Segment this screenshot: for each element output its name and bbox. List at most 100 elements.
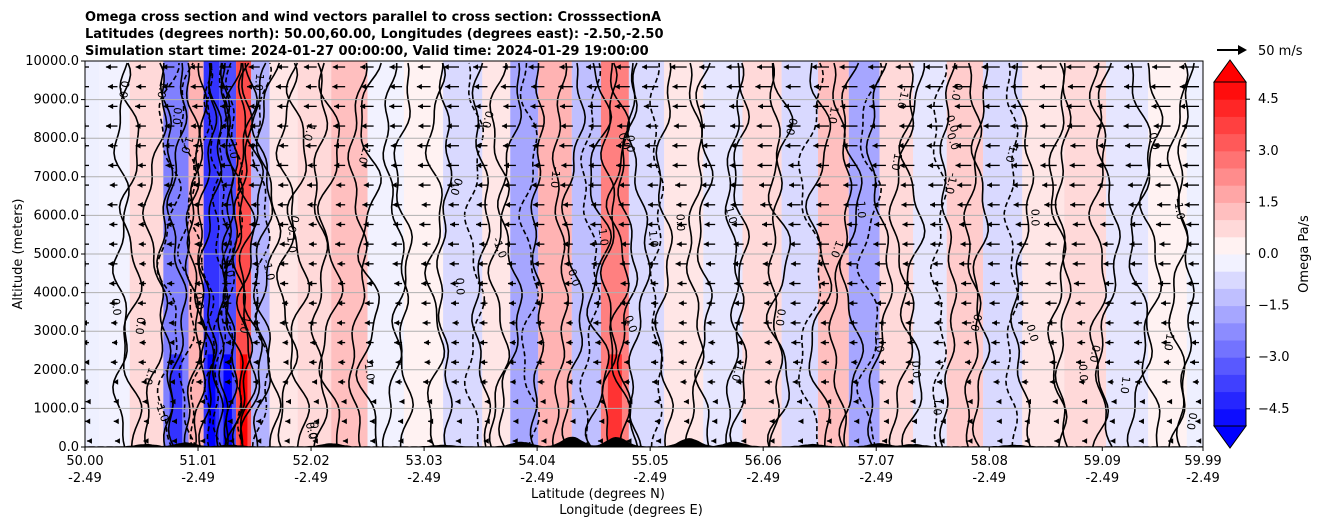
- wind-vector-head: [389, 103, 395, 110]
- contour-label: 1.0: [154, 80, 170, 100]
- wind-vector-head: [954, 103, 960, 110]
- wind-vector-head: [676, 241, 682, 247]
- wind-vector-head: [757, 103, 763, 110]
- contour-labels: 0.01.0-1.00.01.00.01.00.0-1.00.01.00.00.…: [109, 73, 1200, 441]
- wind-vector-head: [1190, 339, 1196, 346]
- wind-vector-head: [540, 398, 546, 405]
- wind-vector-head: [755, 83, 761, 90]
- wind-vector-head: [1095, 83, 1101, 90]
- wind-vector-head: [336, 182, 342, 188]
- wind-vector-head: [564, 261, 570, 267]
- wind-vector-head: [820, 339, 826, 346]
- wind-vector-head: [785, 142, 791, 149]
- wind-vector-head: [533, 261, 539, 267]
- wind-vector-head: [542, 418, 548, 425]
- wind-vector-head: [531, 83, 537, 90]
- wind-vector-head: [592, 280, 598, 287]
- wind-vector-head: [1067, 123, 1073, 129]
- wind-vector-head: [1186, 280, 1192, 287]
- wind-vector-head: [651, 359, 657, 366]
- wind-vector-head: [1161, 339, 1167, 346]
- wind-vector-head: [701, 182, 707, 188]
- wind-vector-head: [253, 300, 259, 307]
- wind-vector-head: [364, 300, 370, 307]
- wind-vector-head: [558, 83, 564, 90]
- wind-vector-head: [196, 339, 202, 346]
- wind-vector-head: [708, 339, 714, 346]
- wind-vector-head: [783, 64, 789, 70]
- contour-label: 0.0: [622, 314, 640, 335]
- contour-label: -1.0: [943, 172, 960, 196]
- wind-vector-head: [246, 83, 252, 90]
- x-tick-label-lon: -2.49: [520, 471, 554, 486]
- wind-vector-head: [222, 221, 228, 228]
- wind-vector-head: [248, 64, 254, 70]
- wind-vector-head: [559, 64, 565, 70]
- contour-label: 0.0: [1028, 209, 1041, 227]
- wind-vector-head: [166, 241, 172, 247]
- contour-line: [496, 62, 523, 447]
- x-tick-label-lon: -2.49: [859, 471, 893, 486]
- wind-vector-head: [162, 64, 168, 70]
- wind-vector-head: [195, 300, 201, 307]
- wind-vector-head: [705, 261, 711, 267]
- y-tick-label: 6000.0: [34, 208, 80, 223]
- wind-vector-head: [85, 320, 87, 326]
- wind-vector-head: [446, 103, 452, 110]
- wind-vector-head: [878, 320, 884, 326]
- wind-vector-head: [899, 123, 905, 129]
- colorbar-segment: [1214, 202, 1246, 221]
- wind-vector-head: [109, 241, 115, 247]
- contour-label: 1.0: [826, 106, 841, 125]
- contour-line: [355, 62, 382, 447]
- colorbar-segment: [1214, 374, 1246, 393]
- wind-vector-head: [200, 438, 206, 444]
- wind-vector-head: [1127, 182, 1133, 188]
- wind-vector-head: [86, 438, 92, 444]
- contour-line: [898, 62, 926, 447]
- wind-vector-head: [878, 359, 884, 366]
- wind-vector-head: [455, 438, 461, 444]
- wind-vector-head: [566, 339, 572, 346]
- wind-vector-head: [1109, 418, 1115, 425]
- wind-vector-head: [729, 162, 735, 169]
- wind-vector-head: [169, 339, 175, 346]
- wind-vector-head: [981, 64, 987, 70]
- wind-vector-head: [788, 182, 794, 188]
- wind-vector-head: [987, 261, 993, 267]
- wind-vector-head: [765, 359, 771, 366]
- wind-vector-head: [108, 261, 114, 267]
- wind-reference-label: 50 m/s: [1258, 44, 1303, 59]
- wind-vector-head: [707, 379, 713, 385]
- wind-vector-head: [451, 359, 457, 366]
- wind-vector-head: [991, 359, 997, 366]
- wind-vector-head: [78, 163, 83, 169]
- wind-vector-head: [163, 103, 169, 110]
- wind-vector-head: [646, 162, 652, 169]
- contour-line: [203, 62, 232, 447]
- wind-vector-head: [651, 320, 657, 326]
- wind-vector-head: [1015, 221, 1021, 228]
- wind-vector-head: [138, 241, 144, 247]
- wind-vector-head: [848, 300, 854, 307]
- wind-vector-head: [699, 123, 705, 129]
- wind-vector-head: [276, 64, 282, 70]
- wind-vector-head: [476, 162, 482, 169]
- wind-vector-head: [1017, 320, 1023, 326]
- wind-vector-head: [363, 221, 369, 228]
- wind-vector-head: [390, 142, 396, 149]
- wind-vector-head: [109, 182, 115, 188]
- wind-vector-head: [846, 261, 852, 267]
- wind-vector-head: [1039, 142, 1045, 149]
- colorbar-segment: [1214, 185, 1246, 203]
- wind-vector-head: [1039, 103, 1045, 110]
- wind-vector-head: [1134, 339, 1140, 346]
- wind-vector-head: [614, 83, 620, 90]
- wind-vector-head: [541, 438, 547, 444]
- wind-vector-head: [137, 201, 143, 208]
- wind-vector-head: [940, 418, 946, 425]
- contour-line: [391, 62, 415, 447]
- contour-line: [616, 62, 639, 447]
- wind-vector-head: [934, 320, 940, 326]
- wind-vector-head: [1072, 221, 1078, 228]
